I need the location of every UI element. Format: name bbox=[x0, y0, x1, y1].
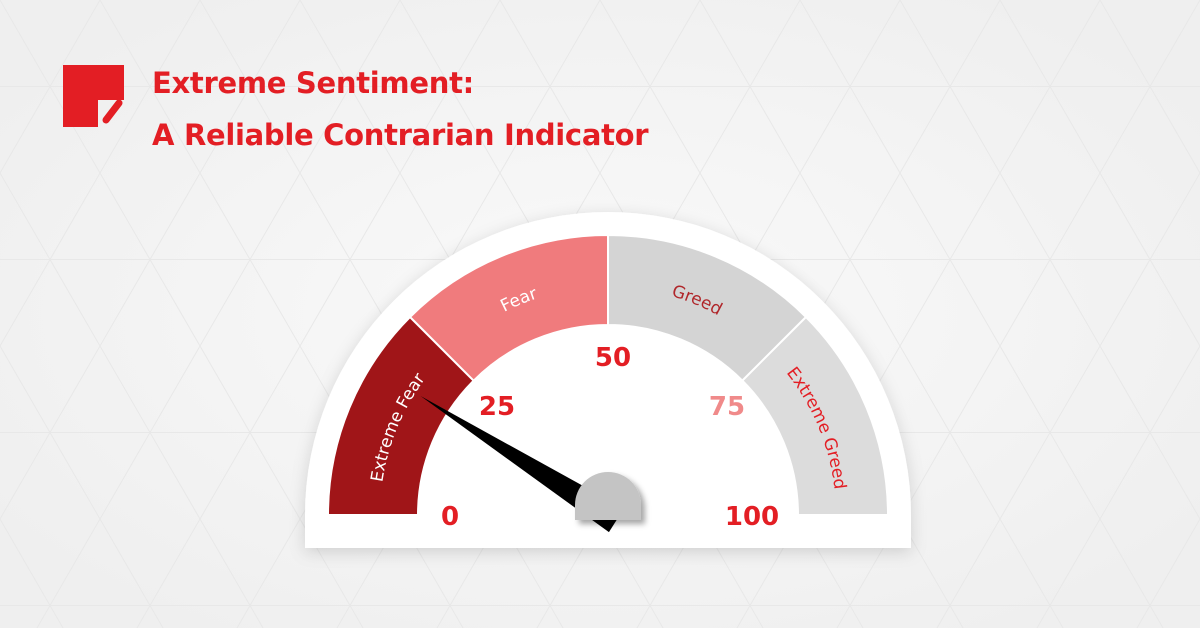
gauge-needle bbox=[420, 396, 624, 533]
gauge-hub bbox=[575, 472, 641, 520]
tick-label-50: 50 bbox=[595, 343, 631, 373]
tick-label-25: 25 bbox=[479, 392, 515, 422]
gauge-segment-extreme-greed bbox=[740, 315, 890, 516]
tick-label-75: 75 bbox=[709, 392, 745, 422]
brand-logo bbox=[63, 65, 124, 127]
title-line-2: A Reliable Contrarian Indicator bbox=[152, 118, 649, 152]
tick-label-0: 0 bbox=[441, 502, 459, 532]
tick-label-100: 100 bbox=[725, 502, 779, 532]
title-line-1: Extreme Sentiment: bbox=[152, 66, 474, 100]
